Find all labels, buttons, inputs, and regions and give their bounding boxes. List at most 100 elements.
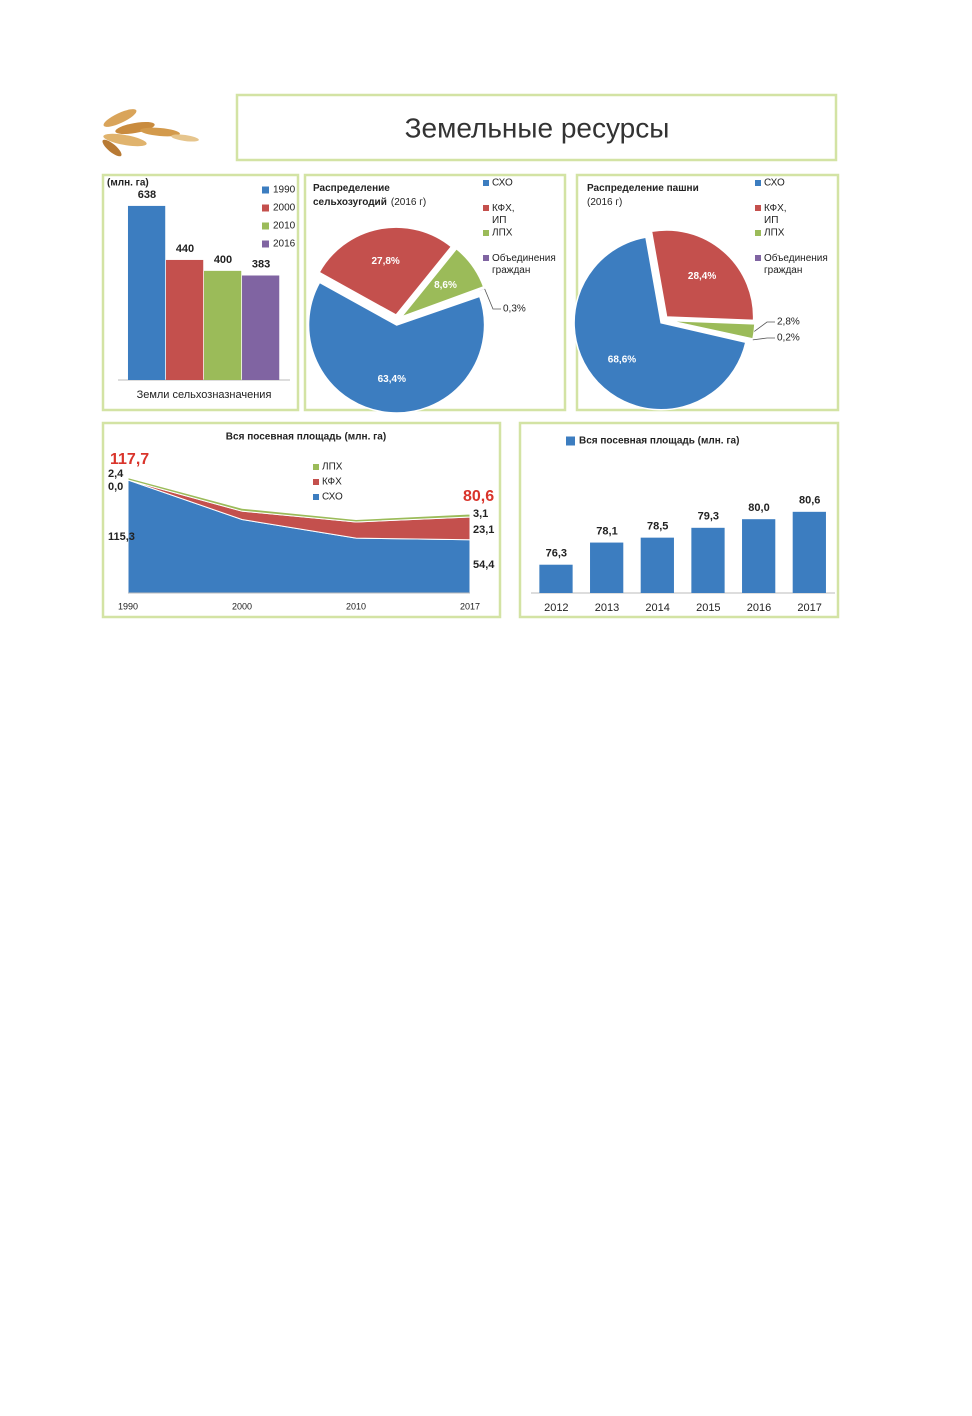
bar — [127, 205, 166, 380]
total-label: 80,6 — [463, 488, 494, 505]
bar — [539, 564, 573, 593]
legend-swatch — [262, 204, 269, 212]
legend-swatch — [313, 479, 319, 485]
x-tick-label: 2013 — [595, 602, 619, 614]
legend-label: 1990 — [273, 185, 296, 196]
x-tick-label: 2000 — [232, 601, 252, 611]
bar — [742, 519, 776, 593]
legend-swatch — [566, 436, 575, 446]
chart-title: Распределение сельхозугодий (2016 г) — [313, 183, 426, 208]
bar — [640, 537, 674, 593]
data-label: 78,5 — [647, 521, 668, 533]
legend-swatch — [755, 230, 761, 236]
pie-slice — [307, 281, 486, 414]
legend-label: КФХ, ИП — [764, 203, 789, 226]
legend-swatch — [262, 240, 269, 248]
x-tick-label: 2016 — [747, 602, 771, 614]
x-tick-label: 2015 — [696, 602, 720, 614]
page-title: Земельные ресурсы — [405, 112, 670, 143]
x-tick-label: 1990 — [118, 601, 138, 611]
area — [127, 477, 471, 523]
chart-title: Распределение пашни (2016 г) — [587, 183, 699, 208]
pie-slice — [650, 229, 755, 322]
legend-swatch — [313, 464, 319, 470]
legend-label: КФХ — [322, 477, 342, 488]
y-axis-label: (млн. га) — [107, 178, 149, 189]
text-line: ИП — [764, 215, 778, 226]
data-label: 79,3 — [698, 511, 719, 523]
data-label: 23,1 — [473, 524, 494, 536]
text-line: ИП — [492, 215, 506, 226]
chart-subtitle: (2016 г) — [391, 197, 426, 208]
data-label: 80,6 — [799, 495, 820, 507]
legend-swatch — [755, 180, 761, 186]
bar — [242, 275, 280, 380]
text-line: Объединения — [764, 252, 831, 264]
chart-title-text: Распределение пашни — [587, 183, 699, 194]
x-tick-label: 2017 — [797, 602, 821, 614]
legend-label: ЛПХ — [764, 228, 785, 239]
legend-swatch — [483, 180, 489, 186]
data-label: 2,8% — [777, 317, 800, 328]
x-tick-label: 2012 — [544, 602, 568, 614]
data-label: 0,2% — [777, 333, 800, 344]
text-line: КФХ, — [764, 203, 789, 214]
data-label: 383 — [252, 258, 270, 270]
legend-label: СХО — [492, 178, 513, 189]
bar — [165, 259, 204, 380]
text-line: сельхозугодий — [313, 197, 387, 208]
legend-swatch — [313, 494, 319, 500]
legend-swatch — [262, 186, 269, 194]
bar — [204, 270, 242, 380]
text-line: Объединения — [492, 252, 559, 264]
data-label: 0,3% — [503, 304, 526, 315]
wheat-decoration — [102, 109, 199, 157]
chart-title: Вся посевная площадь (млн. га) — [226, 432, 386, 443]
bar — [590, 542, 624, 593]
legend-label: ЛПХ — [322, 462, 343, 473]
legend-label: 2016 — [273, 239, 296, 250]
legend-swatch — [483, 205, 489, 211]
data-label: 3,1 — [473, 508, 488, 520]
x-tick-label: 2014 — [645, 602, 669, 614]
data-label: 80,0 — [748, 502, 769, 514]
legend-label: Объединения граждан — [764, 252, 831, 276]
legend-swatch — [483, 230, 489, 236]
data-label: 63,4% — [378, 374, 406, 385]
legend-label: Вся посевная площадь (млн. га) — [579, 436, 739, 447]
legend-label: КФХ, ИП — [492, 203, 517, 226]
leader-line — [484, 288, 501, 310]
legend-label: СХО — [322, 492, 343, 503]
legend-label: 2000 — [273, 203, 296, 214]
data-label: 115,3 — [108, 531, 135, 543]
data-label: 8,6% — [434, 280, 457, 291]
x-tick-label: Земли сельхозназначения — [137, 389, 272, 401]
data-label: 400 — [214, 254, 232, 266]
pie-slice — [398, 247, 485, 319]
panel — [518, 421, 840, 619]
legend-label: ЛПХ — [492, 228, 513, 239]
total-label: 117,7 — [110, 451, 149, 468]
data-label: 68,6% — [608, 355, 636, 366]
text-line: Распределение — [313, 183, 393, 194]
x-tick-label: 2010 — [346, 601, 366, 611]
legend-swatch — [755, 255, 761, 261]
text-line: КФХ, — [492, 203, 517, 214]
data-label: 27,8% — [371, 256, 399, 267]
legend-swatch — [755, 205, 761, 211]
legend-label: Объединения граждан — [492, 252, 559, 276]
legend-label: СХО — [764, 178, 785, 189]
data-label: 76,3 — [546, 548, 567, 560]
bar — [792, 511, 826, 593]
legend-swatch — [262, 222, 269, 230]
data-label: 440 — [176, 243, 194, 255]
x-tick-label: 2017 — [460, 601, 480, 611]
data-label: 638 — [138, 189, 156, 201]
data-label: 2,4 — [108, 468, 124, 480]
bar — [691, 527, 725, 593]
leader-line — [752, 337, 775, 341]
data-label: 28,4% — [688, 271, 716, 282]
chart-subtitle: (2016 г) — [587, 197, 622, 208]
text-line: граждан — [764, 265, 802, 276]
